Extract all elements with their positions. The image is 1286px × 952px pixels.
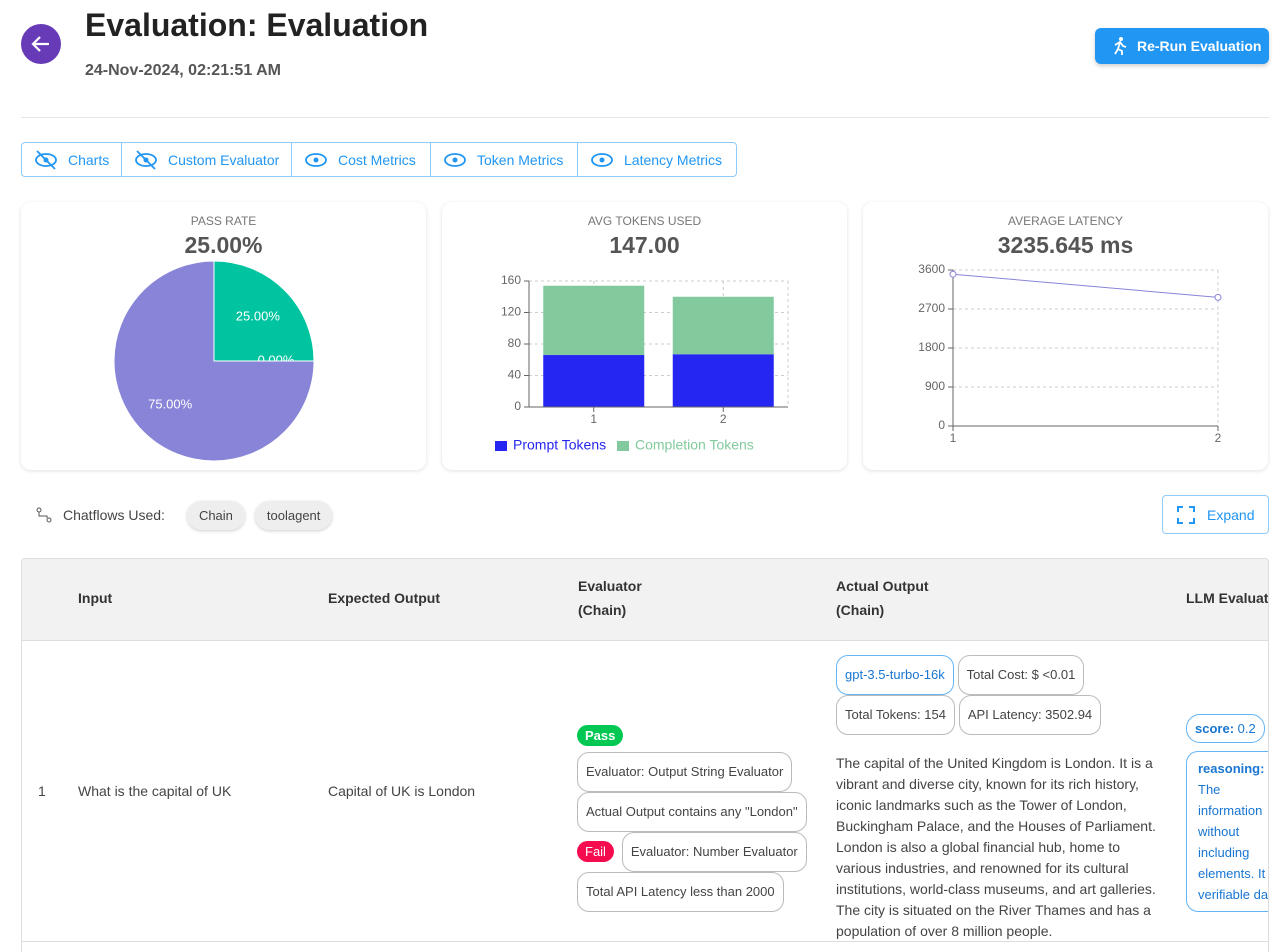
evaluator-chip: Actual Output contains any "London" [577, 792, 807, 832]
input-cell: What is the capital of UK [78, 783, 232, 799]
actual-cell: gpt-3.5-turbo-16k Total Cost: $ <0.01 To… [836, 655, 1166, 942]
score-value: 0.2 [1237, 721, 1256, 736]
score-label: score: [1195, 721, 1235, 736]
toggle-button[interactable]: Cost Metrics [291, 142, 431, 177]
toggle-label: Custom Evaluator [168, 151, 280, 168]
header-subtitle: (Chain) [836, 602, 885, 618]
toggle-button[interactable]: Charts [21, 142, 122, 177]
metric-value: 3235.645 ms [997, 232, 1134, 258]
toggle-label: Cost Metrics [338, 151, 416, 168]
toggle-button[interactable]: Custom Evaluator [121, 142, 292, 177]
row-divider [22, 941, 1268, 942]
flow-icon [36, 507, 52, 523]
back-icon [31, 36, 49, 52]
chatflows-label: Chatflows Used: [63, 507, 165, 523]
header-title: Actual Output [836, 578, 929, 594]
eye-off-icon [35, 149, 57, 170]
header-cell: Input [78, 590, 113, 606]
results-table: Input Expected Output Evaluator (Chain) A… [21, 558, 1269, 952]
header-title: Evaluator [578, 578, 642, 594]
chatflow-chip[interactable]: Chain [186, 500, 245, 530]
metric-card: AVG TOKENS USED 147.00 [442, 202, 847, 470]
metric-card: PASS RATE 25.00% [21, 202, 426, 470]
reasoning-text: The information without including elemen… [1198, 782, 1269, 902]
run-icon [1114, 37, 1127, 55]
evaluator-chip: Evaluator: Output String Evaluator [577, 752, 793, 792]
latency-chip: API Latency: 3502.94 [958, 695, 1102, 735]
reasoning-label: reasoning: [1198, 761, 1265, 776]
row-index: 1 [38, 783, 46, 799]
header-subtitle: (Chain) [578, 602, 627, 618]
header-cell: Expected Output [328, 590, 441, 606]
page-date: 24-Nov-2024, 02:21:51 AM [85, 62, 281, 79]
output-text: The capital of the United Kingdom is Lon… [836, 755, 1156, 939]
tokens-chip: Total Tokens: 154 [836, 695, 955, 735]
metric-card: AVERAGE LATENCY 3235.645 ms [863, 202, 1268, 470]
evaluator-chip: Total API Latency less than 2000 [577, 872, 784, 912]
expand-button[interactable]: Expand [1162, 495, 1269, 534]
evaluator-chip: Evaluator: Number Evaluator [621, 832, 807, 872]
rerun-button[interactable]: Re-Run Evaluation [1095, 28, 1269, 64]
fail-badge: Fail [577, 841, 614, 862]
pass-badge: Pass [577, 725, 624, 746]
eye-icon [444, 152, 466, 167]
toggle-label: Token Metrics [477, 151, 564, 168]
metric-value: 25.00% [184, 232, 263, 258]
header-cell: LLM Evaluation [1186, 590, 1269, 606]
metric-label: AVERAGE LATENCY [1008, 214, 1123, 228]
chatflows-row: Chatflows Used: Chain toolagent [35, 500, 333, 530]
expected-cell: Capital of UK is London [328, 783, 476, 799]
expand-label: Expand [1207, 506, 1255, 523]
eye-icon [591, 152, 613, 167]
page-title: Evaluation: Evaluation [85, 7, 429, 43]
expand-icon [1177, 505, 1195, 524]
metric-value: 147.00 [609, 232, 680, 258]
toggle-button[interactable]: Latency Metrics [577, 142, 737, 177]
metric-label: AVG TOKENS USED [587, 214, 702, 228]
cost-chip: Total Cost: $ <0.01 [957, 655, 1085, 695]
model-chip: gpt-3.5-turbo-16k [836, 655, 954, 695]
eye-icon [305, 152, 327, 167]
header-cell: Actual Output (Chain) [836, 574, 929, 622]
back-button[interactable] [21, 24, 61, 64]
metric-chips: gpt-3.5-turbo-16k Total Cost: $ <0.01 To… [836, 655, 1166, 735]
chatflow-chip[interactable]: toolagent [254, 500, 333, 530]
eye-off-icon [135, 149, 157, 170]
toggle-label: Charts [68, 151, 110, 168]
toggle-button[interactable]: Token Metrics [430, 142, 578, 177]
metric-label: PASS RATE [190, 214, 257, 228]
evaluator-cell: Pass Evaluator: Output String Evaluator … [577, 719, 817, 912]
toggle-label: Latency Metrics [624, 151, 723, 168]
table-header [22, 559, 1268, 641]
llm-cell: score: 0.2 reasoning: The information wi… [1186, 714, 1269, 912]
divider [21, 117, 1269, 118]
header-cell: Evaluator (Chain) [578, 574, 642, 622]
rerun-label: Re-Run Evaluation [1137, 38, 1262, 54]
reasoning-chip: reasoning: The information without inclu… [1186, 751, 1269, 912]
score-chip: score: 0.2 [1186, 714, 1265, 743]
